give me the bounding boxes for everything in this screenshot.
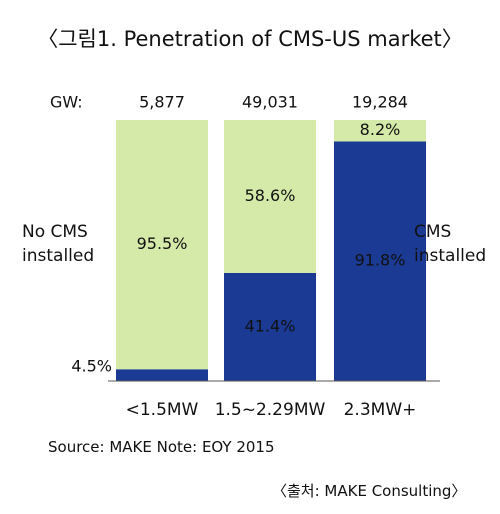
total-label: 19,284 [352, 93, 408, 112]
total-label: 5,877 [139, 93, 185, 112]
value-label: 95.5% [137, 234, 188, 253]
value-label: 8.2% [360, 120, 401, 139]
totals-label: GW: [50, 93, 83, 112]
bar-segment [224, 120, 316, 273]
bar-segment [116, 369, 208, 381]
bar-segment [334, 120, 426, 142]
value-label: 4.5% [71, 357, 112, 376]
value-label: 91.8% [355, 251, 406, 270]
total-label: 49,031 [242, 93, 298, 112]
series-label: CMS installed [414, 222, 487, 266]
bar-segment [334, 141, 426, 381]
x-tick-label: 2.3MW+ [344, 400, 417, 420]
x-tick-label: 1.5~2.29MW [215, 400, 326, 420]
bar-segment [116, 120, 208, 370]
value-label: 58.6% [245, 186, 296, 205]
source: Source: MAKE Note: EOY 2015 [48, 438, 275, 456]
bar-segment [224, 272, 316, 381]
value-label: 41.4% [245, 316, 296, 335]
credit: 〈출처: MAKE Consulting〉 [272, 482, 467, 500]
series-label: No CMS installed [22, 222, 95, 266]
x-tick-label: <1.5MW [126, 400, 199, 420]
chart-title: 〈그림1. Penetration of CMS-US market〉 [37, 27, 463, 51]
